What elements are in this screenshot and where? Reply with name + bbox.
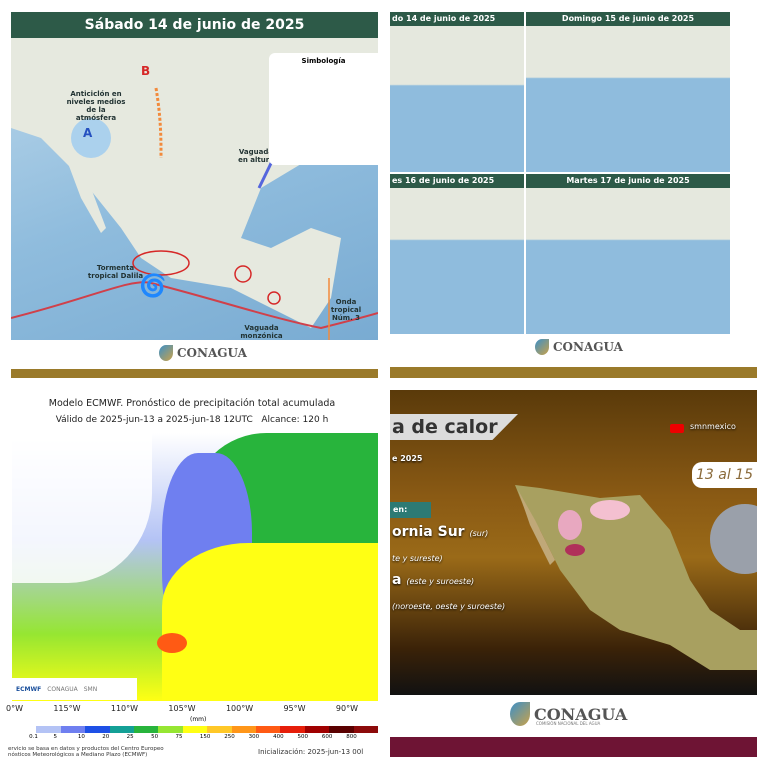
tick-label: 110°W xyxy=(110,704,139,713)
map-day-4: Martes 17 de junio de 2025 xyxy=(526,174,730,334)
day-title: Domingo 15 de junio de 2025 xyxy=(526,12,730,26)
conagua-logo: CONAGUA xyxy=(47,685,78,693)
colorbar-swatch xyxy=(304,726,330,733)
region-tag: en: xyxy=(390,502,431,518)
hurricane-icon: 🌀 xyxy=(139,274,167,299)
conagua-logo: CONAGUA xyxy=(510,702,627,726)
tropical-storm-label: Tormenta tropical Dalila xyxy=(87,264,144,280)
conagua-logo: CONAGUA xyxy=(159,345,247,361)
colorbar-tick: 25 xyxy=(126,734,134,740)
precipitation-forecast-panel: Modelo ECMWF. Pronóstico de precipitació… xyxy=(0,390,384,768)
colorbar-tick: 20 xyxy=(102,734,110,740)
map-day-2: Domingo 15 de junio de 2025 xyxy=(526,12,730,172)
unit-label: (mm) xyxy=(190,716,207,723)
colorbar-tick: 600 xyxy=(321,734,333,740)
channel-link[interactable]: smnmexico xyxy=(690,422,736,431)
colorbar-swatch xyxy=(60,726,86,733)
tick-label: 115°W xyxy=(53,704,81,713)
colorbar-tick: 5 xyxy=(53,734,57,740)
longitude-axis: 0°W 115°W 110°W 105°W 100°W 95°W 90°W xyxy=(6,704,378,713)
weather-map: A B Anticiclón en niveles medios de la a… xyxy=(11,38,378,340)
tropical-wave-label: Onda tropical Núm. 3 xyxy=(330,298,362,322)
map-day-1: do 14 de junio de 2025 xyxy=(390,12,524,172)
colorbar-tick: 250 xyxy=(224,734,235,740)
map-day-3: es 16 de junio de 2025 xyxy=(390,174,524,334)
initialization-label: Inicialización: 2025-jun-13 00l xyxy=(258,748,364,756)
four-day-forecast-panel: do 14 de junio de 2025 Domingo 15 de jun… xyxy=(390,12,757,378)
day-title: Martes 17 de junio de 2025 xyxy=(526,174,730,188)
tick-label: 0°W xyxy=(6,704,23,713)
monsoon-trough-label: Vaguada monzónica xyxy=(240,324,283,340)
banner-title: a de calor xyxy=(392,416,498,438)
colorbar-swatch xyxy=(36,726,61,733)
colorbar-tick: 50 xyxy=(151,734,159,740)
day-title: do 14 de junio de 2025 xyxy=(390,12,524,26)
colorbar xyxy=(12,726,379,733)
upper-trough-label: Vaguada en altura xyxy=(238,148,274,164)
colorbar-swatch xyxy=(12,726,37,733)
colorbar-tick: 0.1 xyxy=(29,734,38,740)
footer-bar xyxy=(390,367,757,378)
precipitation-map: ECMWF CONAGUA SMN xyxy=(12,433,378,701)
footer-bar xyxy=(11,369,378,378)
colorbar-tick: 400 xyxy=(273,734,284,740)
conagua-logo: CONAGUA xyxy=(535,339,623,355)
tick-label: 90°W xyxy=(335,704,358,713)
smn-logo: SMN xyxy=(83,685,98,693)
colorbar-swatch xyxy=(85,726,110,733)
colorbar-swatch xyxy=(231,726,257,733)
legend-title: Simbología xyxy=(301,57,346,65)
colorbar-swatch xyxy=(256,726,281,733)
colorbar-swatch xyxy=(109,726,135,733)
high-pressure-icon: A xyxy=(83,126,93,140)
ecmwf-logo: ECMWF xyxy=(16,685,42,693)
tick-label: 100°W xyxy=(225,704,254,713)
tick-label: 105°W xyxy=(168,704,196,713)
youtube-icon xyxy=(670,424,684,433)
colorbar-tick: 300 xyxy=(248,734,260,740)
colorbar-swatch xyxy=(329,726,354,733)
mexico-heat-map xyxy=(515,485,757,670)
colorbar-tick: 500 xyxy=(297,734,308,740)
footer-bar xyxy=(390,737,757,757)
colorbar-ticks: 0.1 5 10 20 25 50 75 150 250 300 400 500 600 800 xyxy=(12,734,378,744)
heat-wave-panel: a de calor e 2025 smnmexico 13 al 15 en:… xyxy=(390,390,757,757)
logo-subtitle: COMISIÓN NACIONAL DEL AGUA xyxy=(536,721,601,726)
region-line: te y sureste) xyxy=(392,554,443,563)
legend-box: Simbología xyxy=(269,53,378,165)
colorbar-tick: 10 xyxy=(77,734,85,740)
tick-label: 95°W xyxy=(283,704,306,713)
heat-wave-banner: a de calor e 2025 smnmexico 13 al 15 en:… xyxy=(390,390,757,695)
colorbar-swatch xyxy=(280,726,305,733)
date-range-badge: 13 al 15 xyxy=(692,462,757,488)
colorbar-tick: 75 xyxy=(175,734,183,740)
banner-date: e 2025 xyxy=(392,454,423,463)
chart-subtitle: Válido de 2025-jun-13 a 2025-jun-18 12UT… xyxy=(55,415,329,425)
colorbar-swatch xyxy=(182,726,208,733)
panel-title: Sábado 14 de junio de 2025 xyxy=(11,12,378,38)
colorbar-tick: 150 xyxy=(199,734,211,740)
anticyclone-label: Anticiclón en niveles medios de la atmós… xyxy=(66,90,126,122)
low-pressure-icon: B xyxy=(141,64,151,78)
region-line: a (este y suroeste) xyxy=(392,572,475,588)
colorbar-swatch xyxy=(158,726,183,733)
logo-strip: ECMWF CONAGUA SMN xyxy=(12,678,137,700)
colorbar-swatch xyxy=(353,726,379,733)
surface-forecast-panel: Sábado 14 de junio de 2025 A B Anticicló… xyxy=(11,12,378,378)
colorbar-swatch xyxy=(207,726,232,733)
chart-title: Modelo ECMWF. Pronóstico de precipitació… xyxy=(48,398,336,409)
region-line: ornia Sur (sur) xyxy=(392,524,489,540)
region-line: (noroeste, oeste y suroeste) xyxy=(392,602,506,611)
colorbar-swatch xyxy=(134,726,159,733)
footer-credit: ervicio se basa en datos y productos del… xyxy=(8,746,164,758)
colorbar-tick: 800 xyxy=(346,734,357,740)
day-title: es 16 de junio de 2025 xyxy=(390,174,524,188)
